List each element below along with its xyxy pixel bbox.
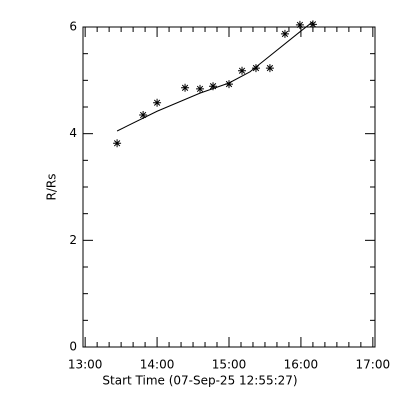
asterisk bbox=[139, 111, 148, 119]
fit-line bbox=[116, 21, 314, 132]
y-axis-label: R/Rs bbox=[45, 174, 59, 201]
asterisk bbox=[209, 82, 218, 91]
asterisk bbox=[265, 64, 274, 73]
x-tick-label: 14:00 bbox=[140, 358, 175, 372]
asterisk bbox=[181, 83, 190, 92]
y-tick-label: 2 bbox=[69, 233, 77, 247]
asterisk bbox=[238, 66, 247, 75]
asterisk bbox=[225, 80, 233, 89]
x-tick-label: 17:00 bbox=[356, 358, 391, 372]
y-tick-label: 4 bbox=[69, 126, 77, 140]
y-tick-label: 0 bbox=[69, 340, 77, 354]
x-tick-label: 13:00 bbox=[68, 358, 103, 372]
asterisk bbox=[113, 139, 122, 148]
asterisk bbox=[295, 20, 304, 29]
asterisk bbox=[196, 84, 205, 93]
x-axis-label: Start Time (07-Sep-25 12:55:27) bbox=[102, 374, 297, 388]
x-tick-label: 15:00 bbox=[212, 358, 247, 372]
plot-frame bbox=[82, 26, 376, 348]
x-tick-label: 16:00 bbox=[284, 358, 319, 372]
asterisk bbox=[308, 20, 317, 29]
y-tick-label: 6 bbox=[69, 20, 77, 34]
asterisk bbox=[280, 29, 289, 38]
asterisk bbox=[153, 98, 162, 107]
asterisk bbox=[251, 64, 260, 73]
